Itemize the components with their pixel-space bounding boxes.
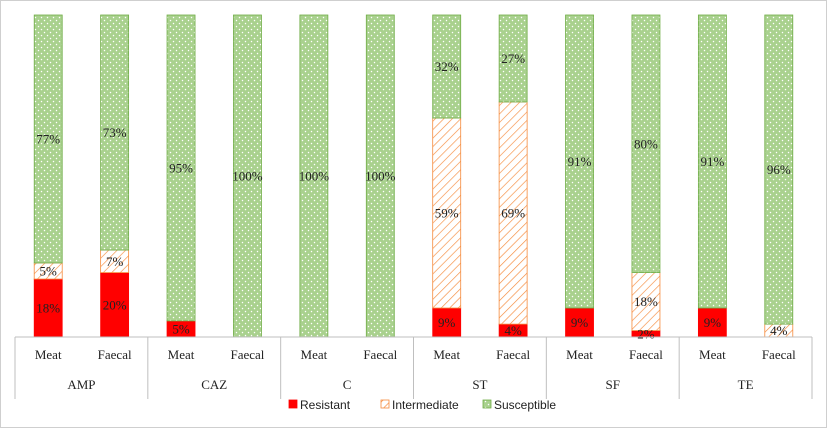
bar-sf-faecal-intermediate [631,272,661,331]
bar-c-meat-susceptible [299,14,329,338]
tick-label-st-faecal: Faecal [496,347,530,362]
group-label-te: TE [738,377,754,392]
legend: Resistant Intermediate Susceptible [288,398,556,412]
group-label-sf: SF [606,377,620,392]
data-label-c-meat-susceptible: 100% [299,169,330,184]
group-label-amp: AMP [67,377,95,392]
data-label-sf-meat-susceptible: 91% [568,154,592,169]
bar-st-meat-susceptible [432,14,462,119]
bar-sf-faecal-susceptible [631,14,661,274]
legend-swatch-susceptible [482,399,492,409]
bars-layer [33,14,794,338]
tick-label-sf-meat: Meat [566,347,593,362]
data-label-st-meat-intermediate: 59% [435,206,459,221]
data-label-te-faecal-intermediate: 4% [770,323,788,338]
bar-te-meat-susceptible [697,14,727,309]
data-label-amp-faecal-susceptible: 73% [103,125,127,140]
bar-amp-faecal-resistant [100,272,130,338]
bar-amp-meat-resistant [33,278,63,338]
data-label-amp-meat-resistant: 18% [36,301,60,316]
data-label-sf-faecal-susceptible: 80% [634,136,658,151]
tick-label-caz-meat: Meat [168,347,195,362]
tick-label-amp-meat: Meat [35,347,62,362]
bar-te-meat-resistant [697,307,727,338]
data-label-sf-faecal-intermediate: 18% [634,294,658,309]
data-label-sf-meat-resistant: 9% [571,315,589,330]
data-label-caz-faecal-susceptible: 100% [232,169,263,184]
data-label-caz-meat-susceptible: 95% [169,160,193,175]
tick-label-st-meat: Meat [433,347,460,362]
group-label-c: C [343,377,352,392]
bar-st-faecal-intermediate [498,101,528,325]
data-label-st-meat-susceptible: 32% [435,59,459,74]
data-label-st-faecal-susceptible: 27% [501,51,525,66]
data-label-st-faecal-intermediate: 69% [501,206,525,221]
data-label-amp-meat-intermediate: 5% [40,263,58,278]
legend-swatch-intermediate [380,399,390,409]
bar-st-faecal-susceptible [498,14,528,103]
tick-label-c-meat: Meat [301,347,328,362]
legend-label-susceptible: Susceptible [494,398,556,412]
bar-sf-meat-susceptible [565,14,594,309]
bar-amp-meat-susceptible [33,14,63,264]
data-label-c-faecal-susceptible: 100% [365,169,396,184]
tick-label-te-faecal: Faecal [762,347,796,362]
data-labels-layer: 18% 5% 77% 20% 7% 73% 5% 95% 100% 100% 100% 9% 59% 32… [36,51,791,341]
data-label-st-faecal-resistant: 4% [504,323,522,338]
data-label-te-meat-susceptible: 91% [700,154,724,169]
legend-swatch-resistant [288,399,298,409]
tick-label-sf-faecal: Faecal [629,347,663,362]
tick-label-caz-faecal: Faecal [230,347,264,362]
bar-amp-faecal-susceptible [100,14,130,251]
group-label-st: ST [472,377,487,392]
tick-label-c-faecal: Faecal [363,347,397,362]
data-label-amp-faecal-resistant: 20% [103,297,127,312]
data-label-te-meat-resistant: 9% [704,315,722,330]
bar-te-faecal-susceptible [764,14,794,325]
data-label-caz-meat-resistant: 5% [172,321,190,336]
group-label-caz: CAZ [201,377,227,392]
bar-caz-meat-susceptible [166,14,196,322]
data-label-te-faecal-susceptible: 96% [767,162,791,177]
tick-label-amp-faecal: Faecal [98,347,132,362]
data-label-st-meat-resistant: 9% [438,315,456,330]
bar-st-meat-intermediate [432,117,462,309]
bar-c-faecal-susceptible [365,14,395,338]
bar-st-meat-resistant [432,307,462,338]
legend-label-resistant: Resistant [300,398,351,412]
data-label-amp-faecal-intermediate: 7% [106,254,124,269]
bar-caz-faecal-susceptible [233,14,262,338]
data-label-amp-meat-susceptible: 77% [36,131,60,146]
tick-label-te-meat: Meat [699,347,726,362]
legend-label-intermediate: Intermediate [392,398,459,412]
data-label-sf-faecal-resistant: 2% [637,326,655,341]
